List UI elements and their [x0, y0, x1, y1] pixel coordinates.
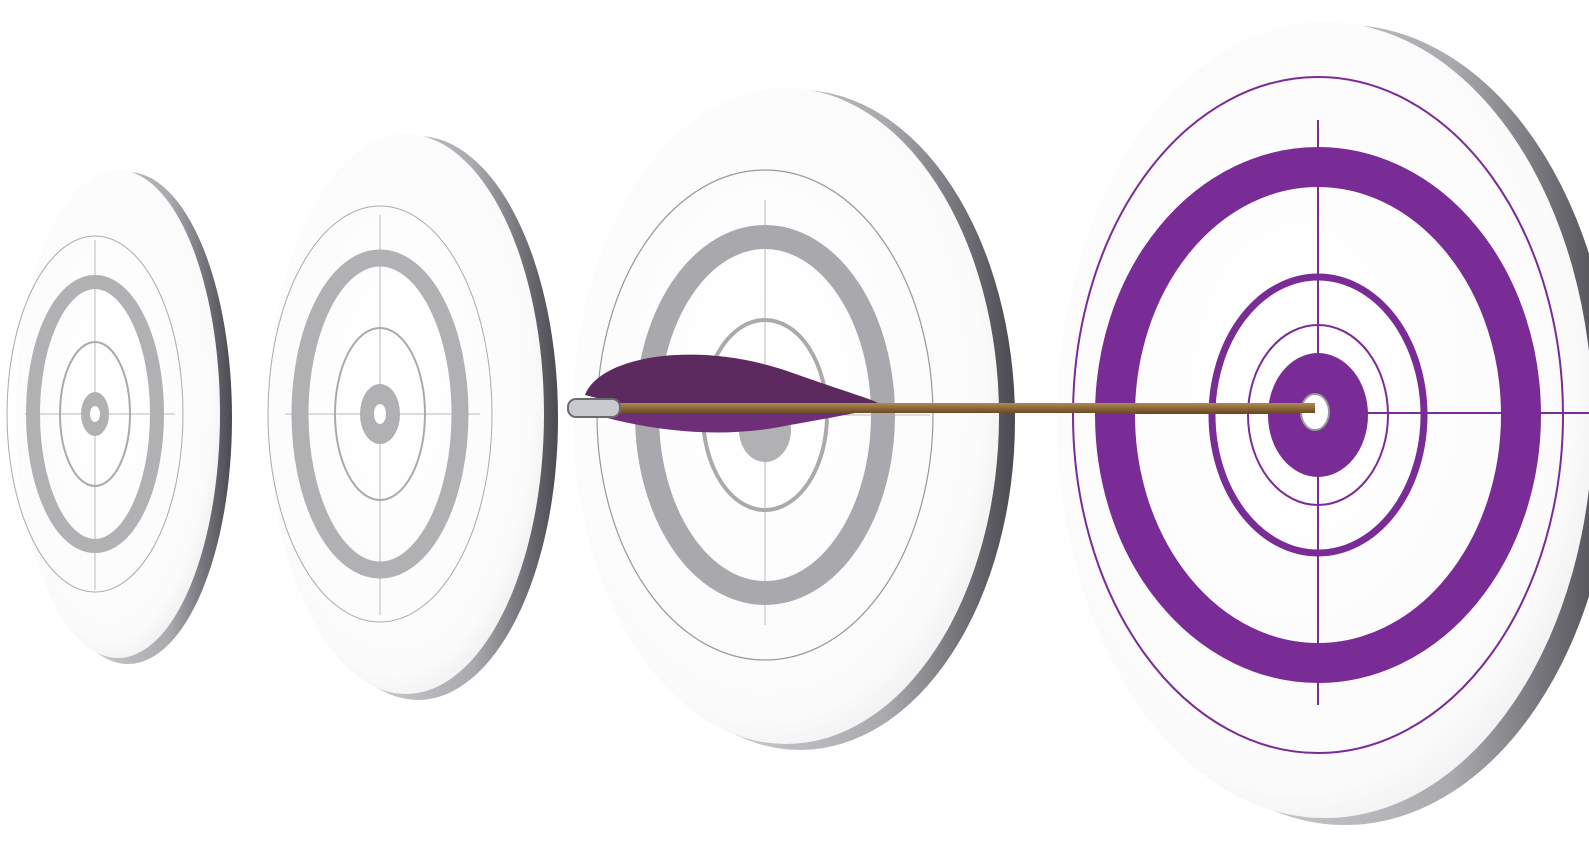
bullseye-center [90, 406, 100, 422]
target-2 [268, 134, 558, 700]
bullseye-center [374, 404, 386, 424]
body [0, 0, 1589, 855]
target-1 [7, 170, 232, 664]
page: {} html, body { margin: 0; padding: 0; b… [0, 0, 1589, 855]
targets-scene [0, 0, 1589, 855]
arrow-nock [568, 399, 620, 417]
arrow-shaft [610, 403, 1315, 413]
target-4 [1057, 22, 1589, 825]
